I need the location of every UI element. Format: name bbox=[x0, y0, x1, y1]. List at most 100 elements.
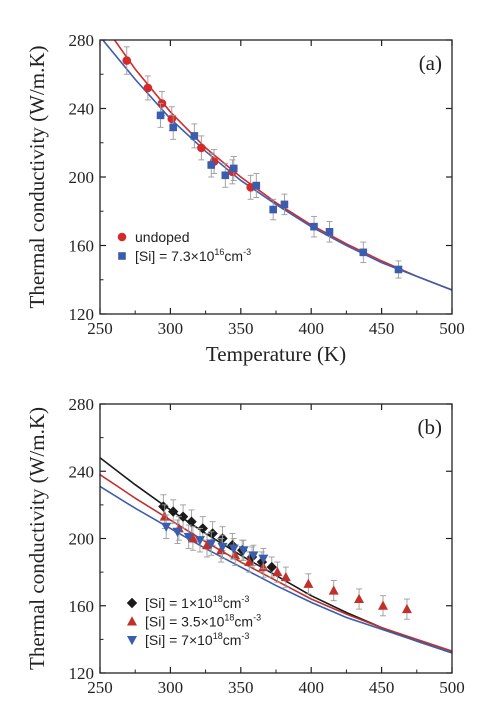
x-tick-label: 250 bbox=[87, 319, 113, 338]
legend: undoped [Si] = 7.3×1016cm-3 bbox=[117, 229, 251, 264]
legend-marker bbox=[118, 252, 126, 260]
legend-label: [Si] = 7.3×1016cm-3 bbox=[135, 247, 251, 264]
data-series bbox=[158, 494, 277, 578]
data-point bbox=[378, 600, 389, 610]
data-point bbox=[194, 536, 205, 546]
data-point bbox=[266, 561, 277, 573]
legend-item: [Si] = 7.3×1016cm-3 bbox=[118, 247, 251, 264]
x-tick-label: 300 bbox=[158, 678, 184, 697]
x-tick-label: 500 bbox=[439, 678, 465, 697]
x-tick-label: 500 bbox=[439, 319, 465, 338]
data-point bbox=[272, 566, 283, 577]
data-point bbox=[161, 522, 172, 532]
data-point bbox=[122, 56, 132, 65]
data-point bbox=[187, 533, 198, 543]
x-tick-label: 450 bbox=[369, 678, 395, 697]
data-point bbox=[328, 585, 339, 595]
data-series bbox=[161, 514, 269, 570]
data-point bbox=[303, 578, 314, 588]
data-point bbox=[216, 545, 227, 555]
legend: [Si] = 1×1018cm-3 [Si] = 3.5×1018cm-3[Si]… bbox=[126, 594, 261, 648]
data-point bbox=[229, 164, 238, 173]
data-point bbox=[401, 603, 412, 614]
legend-label: undoped bbox=[135, 229, 190, 245]
data-point bbox=[143, 83, 153, 93]
data-point bbox=[248, 551, 259, 561]
legend-label: [Si] = 7×1018cm-3 bbox=[145, 631, 249, 648]
data-point bbox=[394, 265, 403, 274]
data-point bbox=[244, 556, 255, 567]
legend-marker bbox=[117, 232, 127, 242]
data-point bbox=[202, 540, 213, 550]
data-point bbox=[167, 114, 177, 124]
data-point bbox=[252, 181, 261, 190]
data-point bbox=[197, 143, 206, 153]
fit-curve bbox=[113, 40, 452, 291]
data-series bbox=[156, 102, 403, 279]
panel-label: (a) bbox=[419, 51, 442, 75]
legend-item: undoped bbox=[117, 229, 190, 245]
legend-item: [Si] = 3.5×1018cm-3 bbox=[127, 613, 261, 630]
y-tick-label: 280 bbox=[69, 31, 95, 50]
data-point bbox=[158, 501, 169, 512]
data-point bbox=[172, 527, 183, 537]
data-point bbox=[230, 550, 241, 560]
x-tick-label: 350 bbox=[228, 678, 254, 697]
y-tick-label: 240 bbox=[69, 100, 95, 119]
y-tick-label: 120 bbox=[69, 305, 95, 324]
x-tick-label: 400 bbox=[298, 678, 324, 697]
data-point bbox=[206, 539, 217, 549]
legend-label: [Si] = 3.5×1018cm-3 bbox=[145, 613, 261, 630]
legend-item: [Si] = 7×1018cm-3 bbox=[127, 631, 249, 648]
y-tick-label: 240 bbox=[69, 462, 95, 481]
data-point bbox=[280, 200, 289, 209]
data-point bbox=[168, 506, 179, 517]
legend-marker bbox=[127, 616, 137, 626]
data-point bbox=[310, 222, 318, 231]
y-tick-label: 280 bbox=[69, 395, 95, 414]
data-point bbox=[156, 111, 165, 120]
x-tick-label: 450 bbox=[369, 319, 395, 338]
data-point bbox=[186, 516, 197, 527]
legend-marker bbox=[126, 597, 138, 609]
legend-item: [Si] = 1×1018cm-3 bbox=[126, 594, 249, 611]
data-point bbox=[207, 161, 216, 169]
data-point bbox=[183, 532, 194, 543]
data-point bbox=[221, 171, 230, 180]
y-tick-label: 160 bbox=[69, 237, 95, 256]
data-point bbox=[258, 554, 269, 564]
data-point bbox=[354, 593, 365, 604]
data-point bbox=[228, 544, 239, 554]
x-tick-label: 400 bbox=[298, 319, 324, 338]
y-tick-label: 200 bbox=[69, 530, 95, 549]
data-point bbox=[177, 511, 189, 522]
x-tick-label: 300 bbox=[158, 319, 184, 338]
legend-label: [Si] = 1×1018cm-3 bbox=[145, 594, 249, 611]
y-axis-title: Thermal conductivity (W/m.K) bbox=[25, 45, 49, 308]
y-tick-label: 160 bbox=[69, 597, 95, 616]
fit-curve bbox=[100, 473, 452, 652]
y-tick-label: 200 bbox=[69, 168, 95, 187]
data-point bbox=[159, 511, 170, 521]
x-axis-title: Temperature (K) bbox=[206, 342, 346, 366]
data-point bbox=[217, 542, 228, 553]
data-point bbox=[280, 571, 291, 582]
data-series bbox=[122, 46, 255, 200]
data-point bbox=[269, 205, 277, 214]
y-tick-label: 120 bbox=[69, 664, 95, 683]
chart-panel: 250 300 350 400 450 500 120 160 200 240 280 (b) Ther… bbox=[25, 395, 465, 697]
data-point bbox=[325, 228, 334, 236]
data-point bbox=[359, 248, 368, 257]
y-axis-title: Thermal conductivity (W/m.K) bbox=[25, 407, 49, 670]
fit-curve bbox=[100, 485, 452, 654]
panel-label: (b) bbox=[418, 415, 443, 439]
data-point bbox=[207, 528, 218, 539]
data-point bbox=[238, 546, 249, 556]
x-tick-label: 350 bbox=[228, 319, 254, 338]
chart-panel: 250 300 350 400 450 500 120 160 200 240 280 (a) Temp… bbox=[25, 31, 465, 366]
data-point bbox=[169, 123, 178, 132]
x-tick-label: 250 bbox=[87, 678, 113, 697]
data-point bbox=[190, 132, 199, 140]
legend-marker bbox=[127, 636, 137, 646]
